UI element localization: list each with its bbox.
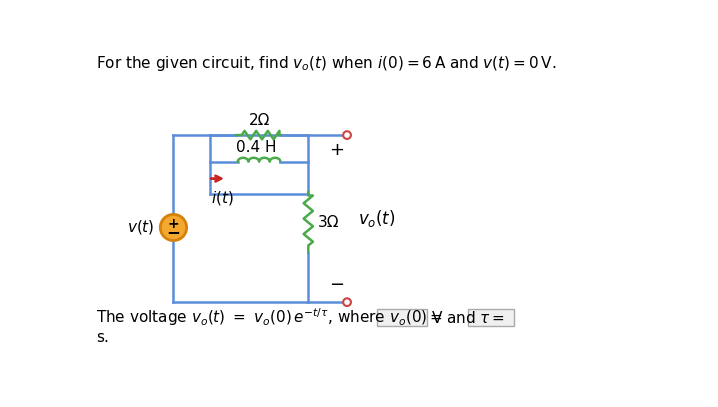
Text: −: − [167,223,180,241]
Text: $v(t)$: $v(t)$ [127,219,155,236]
Text: s.: s. [96,330,109,345]
Text: V and $\tau =$: V and $\tau =$ [431,310,505,326]
Text: −: − [329,276,344,294]
Text: The voltage $v_o(t)\ =\ v_o(0)\,e^{-t/\tau}$, where $v_o(0) =$: The voltage $v_o(t)\ =\ v_o(0)\,e^{-t/\t… [96,307,443,328]
Circle shape [343,298,351,306]
Text: For the given circuit, find $v_o(t)$ when $i(0) = 6\,\mathrm{A}$ and $v(t) = 0\,: For the given circuit, find $v_o(t)$ whe… [96,54,556,73]
Text: 3Ω: 3Ω [317,215,339,230]
Text: 0.4 H: 0.4 H [236,140,276,155]
Text: +: + [167,217,180,231]
Circle shape [160,214,187,241]
Text: $i(t)$: $i(t)$ [210,188,233,207]
Text: 2Ω: 2Ω [248,113,270,128]
Text: +: + [329,142,344,160]
Circle shape [343,131,351,139]
Bar [468,309,515,326]
Text: $v_o(t)$: $v_o(t)$ [358,208,396,229]
Bar [376,309,427,326]
